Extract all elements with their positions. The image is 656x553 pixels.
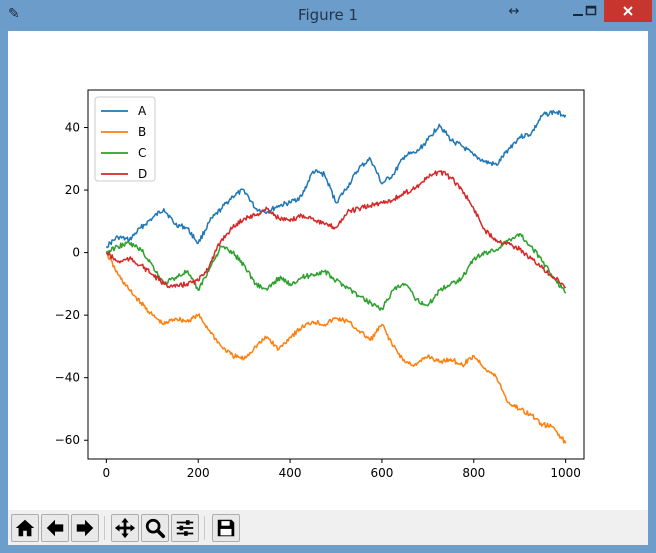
maximize-icon — [585, 5, 597, 16]
x-tick-label: 0 — [103, 466, 111, 480]
y-tick-label: 20 — [65, 183, 80, 197]
y-tick-label: −20 — [55, 308, 80, 322]
zoom-button[interactable] — [141, 514, 169, 542]
home-icon — [15, 519, 35, 537]
x-tick-label: 200 — [187, 466, 210, 480]
legend-label-D: D — [138, 167, 147, 181]
save-button[interactable] — [212, 514, 240, 542]
maximize-button[interactable] — [582, 0, 600, 22]
legend-label-B: B — [138, 125, 146, 139]
figure-canvas-area: 0 200 400 600 800 1000 −60 −40 −20 0 20 40 A B C D — [8, 31, 648, 545]
pan-button[interactable] — [111, 514, 139, 542]
series-line-C — [105, 233, 567, 311]
plot-area — [88, 90, 584, 459]
x-tick-label: 1000 — [550, 466, 581, 480]
y-tick-label: −60 — [55, 433, 80, 447]
navigation-toolbar — [8, 510, 648, 545]
minimize-icon — [573, 14, 583, 16]
save-icon — [217, 519, 235, 537]
back-arrow-icon — [46, 519, 64, 537]
x-tick-label: 800 — [462, 466, 485, 480]
configure-subplots-button[interactable] — [171, 514, 199, 542]
back-button[interactable] — [41, 514, 69, 542]
forward-button[interactable] — [71, 514, 99, 542]
x-tick-label: 600 — [370, 466, 393, 480]
window-title: Figure 1 — [297, 6, 359, 24]
home-button[interactable] — [11, 514, 39, 542]
series-line-A — [105, 109, 567, 249]
pan-icon — [114, 517, 136, 539]
pen-icon: ✎ — [8, 6, 20, 22]
configure-subplots-icon — [176, 520, 194, 536]
minimize-button[interactable] — [563, 0, 593, 22]
title-bar[interactable]: ✎ Figure 1 ↔ — [0, 0, 656, 30]
close-button[interactable] — [604, 0, 652, 22]
y-tick-label: −40 — [55, 371, 80, 385]
legend-label-A: A — [138, 104, 147, 118]
series-line-B — [106, 251, 567, 444]
legend-box — [94, 96, 156, 182]
y-tick-label: 0 — [72, 246, 80, 260]
y-tick-label: 40 — [65, 121, 80, 135]
toolbar-separator — [204, 516, 205, 540]
series-line-D — [105, 170, 567, 289]
zoom-icon — [145, 518, 166, 539]
toolbar-separator — [104, 516, 105, 540]
resize-arrows-icon[interactable]: ↔ — [508, 3, 520, 19]
forward-arrow-icon — [76, 519, 94, 537]
x-tick-label: 400 — [279, 466, 302, 480]
legend-label-C: C — [138, 146, 146, 160]
axes-frame — [87, 89, 585, 460]
close-icon — [623, 6, 633, 16]
